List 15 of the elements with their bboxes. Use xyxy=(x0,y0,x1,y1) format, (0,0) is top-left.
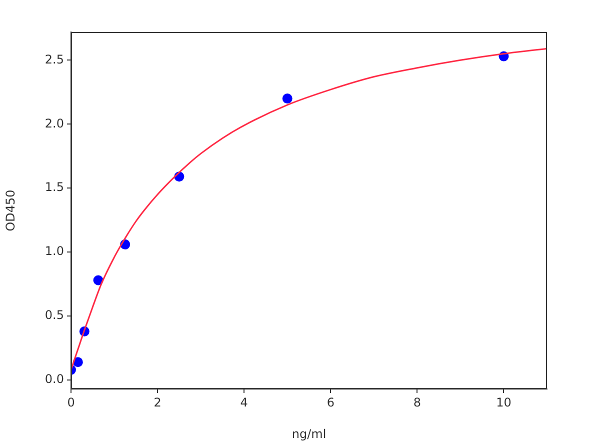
x-tick-label: 6 xyxy=(326,395,334,410)
x-tick-label: 10 xyxy=(496,395,512,410)
y-axis-title: OD450 xyxy=(3,190,18,232)
y-tick-label: 1.0 xyxy=(44,244,64,258)
x-tick-label: 2 xyxy=(154,395,162,410)
y-tick-label: 1.5 xyxy=(44,180,64,194)
point xyxy=(282,94,292,104)
y-tick-label: 0.5 xyxy=(44,308,64,322)
x-tick-label: 0 xyxy=(67,395,75,410)
x-tick-label: 8 xyxy=(413,395,421,410)
x-tick-label: 4 xyxy=(240,395,248,410)
y-tick-label: 2.0 xyxy=(44,116,64,130)
y-tick-label: 0.0 xyxy=(44,372,64,386)
y-tick-label: 2.5 xyxy=(44,52,64,66)
x-axis-title: ng/ml xyxy=(292,426,326,441)
